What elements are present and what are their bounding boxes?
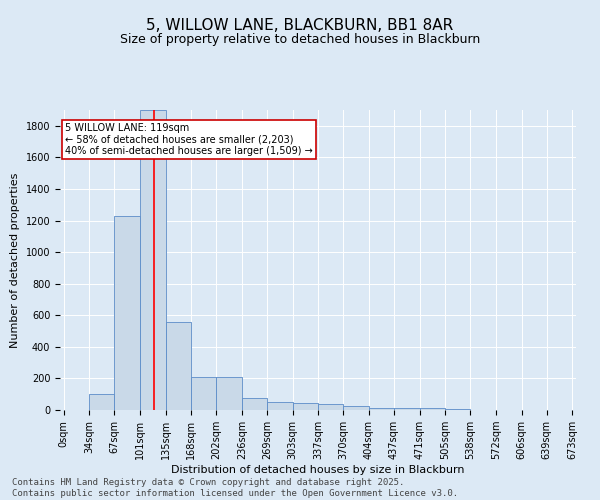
Bar (166, 322, 191, 410)
Bar (394, 408, 419, 410)
Bar (191, 377, 217, 410)
X-axis label: Distribution of detached houses by size in Blackburn: Distribution of detached houses by size … (171, 465, 465, 475)
Text: Contains HM Land Registry data © Crown copyright and database right 2025.
Contai: Contains HM Land Registry data © Crown c… (12, 478, 458, 498)
Bar (445, 409, 470, 410)
Bar (89, 394, 115, 410)
Bar (217, 377, 242, 410)
Text: 5 WILLOW LANE: 119sqm
← 58% of detached houses are smaller (2,203)
40% of semi-d: 5 WILLOW LANE: 119sqm ← 58% of detached … (65, 122, 313, 156)
Bar (115, 216, 140, 410)
Bar (242, 398, 267, 410)
Y-axis label: Number of detached properties: Number of detached properties (10, 172, 20, 348)
Bar (369, 408, 394, 410)
Bar (319, 404, 343, 410)
Bar (293, 403, 319, 410)
Bar (267, 402, 293, 410)
Text: 5, WILLOW LANE, BLACKBURN, BB1 8AR: 5, WILLOW LANE, BLACKBURN, BB1 8AR (146, 18, 454, 32)
Text: Size of property relative to detached houses in Blackburn: Size of property relative to detached ho… (120, 32, 480, 46)
Bar (140, 110, 166, 410)
Bar (419, 408, 445, 410)
Bar (343, 406, 369, 410)
